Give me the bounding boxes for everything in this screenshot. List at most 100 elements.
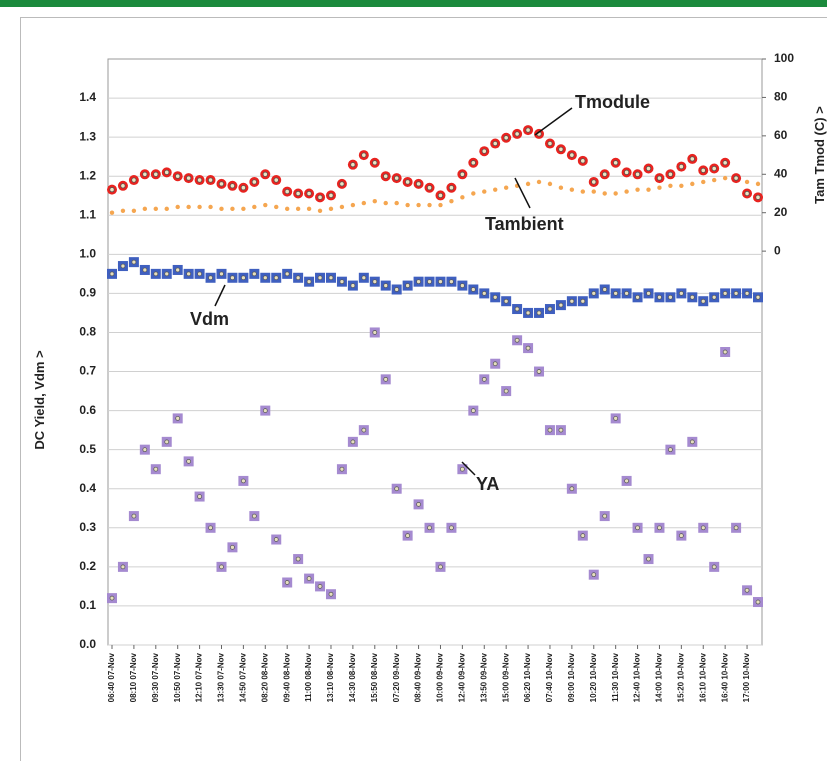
data-point [391, 483, 402, 494]
marker [274, 204, 279, 210]
data-point [523, 343, 534, 354]
data-point [610, 157, 621, 168]
data-point [120, 208, 126, 213]
x-tick-label: 10:00 09-Nov [436, 652, 445, 702]
marker-inner [711, 294, 717, 300]
data-point [249, 268, 260, 279]
marker-inner [449, 525, 454, 531]
marker-inner [492, 294, 498, 300]
data-point [372, 198, 377, 204]
data-point [525, 181, 531, 187]
x-tick-label: 06:20 10-Nov [523, 652, 532, 702]
data-point [293, 272, 304, 283]
data-point [304, 573, 315, 584]
data-point [501, 132, 512, 143]
marker-inner [646, 556, 651, 562]
data-point [306, 206, 312, 212]
marker [668, 183, 673, 189]
data-point [490, 292, 501, 303]
marker-inner [207, 177, 214, 183]
data-point [577, 530, 588, 541]
marker [142, 206, 148, 212]
data-point [468, 405, 479, 416]
marker-inner [295, 556, 301, 562]
data-point [698, 296, 709, 307]
data-point [493, 187, 498, 192]
data-point [197, 204, 202, 210]
data-point [566, 150, 577, 161]
data-point [336, 464, 347, 475]
x-tick-label: 10:50 07-Nov [173, 652, 182, 702]
marker-inner [350, 162, 356, 168]
marker [339, 204, 345, 210]
marker-inner [415, 181, 422, 187]
data-point [183, 268, 194, 279]
data-point [435, 561, 446, 572]
marker-inner [591, 572, 597, 578]
marker-inner [273, 275, 279, 281]
data-point [241, 206, 246, 212]
data-point [117, 180, 128, 191]
data-point [150, 268, 161, 279]
marker [328, 206, 334, 212]
marker-inner [218, 181, 225, 187]
marker-inner [438, 564, 443, 570]
marker-inner [306, 190, 312, 197]
x-tick-label: 13:30 07-Nov [217, 652, 226, 702]
x-tick-label: 13:10 08-Nov [326, 652, 335, 702]
y2-axis-label: Tam Tmod (C) > [812, 106, 827, 204]
x-tick-label: 15:50 08-Nov [370, 652, 379, 702]
x-tick-label: 14:00 10-Nov [655, 652, 664, 702]
data-point [282, 186, 293, 197]
marker-inner [219, 564, 224, 570]
data-point [295, 206, 301, 212]
marker-inner [657, 525, 662, 531]
data-point [523, 125, 534, 136]
marker [558, 185, 564, 190]
marker-inner [394, 287, 400, 292]
marker [613, 191, 618, 196]
marker-inner [569, 152, 575, 158]
data-point [676, 161, 687, 172]
marker-inner [273, 537, 279, 542]
data-point [427, 202, 432, 208]
data-point [580, 189, 586, 194]
x-tick-label: 15:20 10-Nov [676, 652, 685, 702]
data-point [194, 175, 205, 186]
data-point [544, 138, 555, 149]
marker-inner [153, 271, 159, 277]
marker [679, 183, 684, 189]
data-point [139, 264, 150, 275]
marker-inner [438, 279, 443, 285]
marker-inner [536, 369, 542, 374]
marker-inner [470, 160, 476, 166]
x-tick-label: 11:30 10-Nov [611, 652, 620, 701]
marker [569, 187, 575, 192]
marker-inner [262, 275, 268, 281]
data-point [208, 204, 213, 210]
data-point [424, 182, 435, 193]
data-point [263, 202, 268, 208]
data-point [369, 327, 380, 338]
data-point [709, 292, 720, 303]
data-point [501, 296, 512, 307]
data-point [657, 185, 662, 190]
x-tick-label: 11:00 08-Nov [304, 652, 313, 701]
data-point [325, 272, 336, 283]
data-point [293, 554, 304, 565]
marker [416, 202, 421, 208]
data-point [665, 169, 676, 180]
marker-inner [733, 175, 739, 181]
top-band [0, 0, 827, 7]
marker-inner [755, 599, 761, 605]
data-point [621, 475, 632, 486]
marker-inner [317, 194, 323, 200]
data-point [142, 206, 148, 212]
x-tick-label: 16:40 10-Nov [720, 652, 729, 702]
data-point [621, 288, 632, 299]
marker-inner [755, 294, 761, 300]
data-point [304, 276, 315, 287]
marker-inner [339, 279, 345, 285]
marker [241, 206, 246, 212]
marker [263, 202, 268, 208]
